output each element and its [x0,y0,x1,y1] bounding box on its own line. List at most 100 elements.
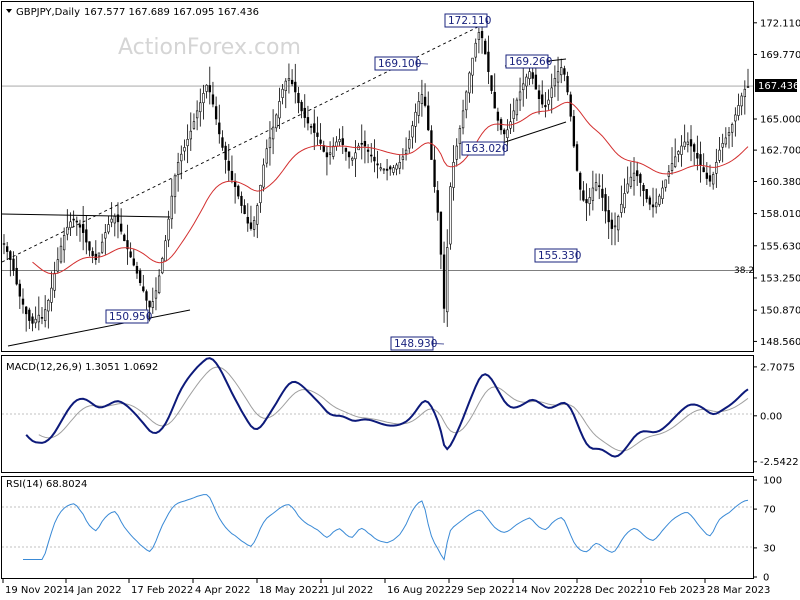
candle [468,71,471,103]
candle [648,195,652,211]
candle [509,103,512,135]
candle [183,139,186,161]
candle [322,140,325,153]
moving-average-line [32,101,749,275]
price-callout: 155.330 [534,248,581,263]
price-tick-label: 150.870 [760,306,800,317]
candle [746,68,750,88]
macd-tick-label: -2.5422 [760,457,799,468]
candle [613,212,617,246]
candle [496,107,500,132]
candle [290,69,294,87]
candle [436,181,439,221]
candle [604,187,607,224]
price-tick-label: 155.630 [760,241,800,252]
candle [461,99,465,135]
candle [40,306,44,325]
candle [50,271,53,312]
price-tick-label: 162.700 [760,146,800,157]
candle [414,103,417,143]
candle [708,164,712,187]
price-callout: 163.020 [461,141,508,156]
candle [351,156,354,166]
candle [135,261,139,279]
x-tick-label: 16 Aug 2022 [387,585,451,596]
macd-axis: 2.7075 0.00 -2.5422 [753,362,799,468]
candle [442,241,446,323]
svg-text:169.260: 169.260 [509,56,552,68]
candle [227,143,230,182]
candle [202,84,205,120]
trendlines [1,21,567,347]
macd-line [25,357,749,458]
candle [237,184,240,200]
candle [670,147,674,175]
price-tick-label: 148.560 [760,337,800,348]
candle [262,158,265,192]
candle [642,182,645,207]
candle [389,165,392,176]
candle [341,126,344,155]
price-tick-label: 172.110 [760,18,800,29]
rsi-tick-label: 0 [763,573,769,584]
candle [575,141,579,172]
svg-text:150.950: 150.950 [109,311,152,323]
candle [88,241,91,257]
candle [69,212,72,237]
candle [696,135,699,171]
candle [563,65,566,82]
candle [154,277,158,311]
candle [85,215,88,255]
candle [731,122,734,147]
candle [145,289,148,310]
candle [161,256,164,275]
price-tick-label: 165.000 [760,115,800,126]
candle [677,150,680,163]
macd-signal-line [38,366,749,452]
candle [417,92,420,124]
candle [265,139,268,168]
candle [370,143,373,163]
candle [354,140,357,177]
candle [347,151,351,169]
candle [230,155,234,184]
candle [332,137,335,160]
candle [382,167,386,174]
candle [309,123,313,135]
candle [522,65,525,107]
candle [686,132,690,153]
candle [471,57,474,94]
candle [455,138,458,167]
candle [271,109,275,155]
candle [37,296,40,331]
candle [81,205,85,251]
candle [556,56,560,101]
candle [626,166,629,194]
x-tick-label: 18 May 2022 [259,585,324,596]
price-callout: 148.930 [390,336,445,351]
x-tick-label: 10 Feb 2023 [643,585,705,596]
price-callout: 169.260 [505,54,552,69]
candle [550,73,553,114]
candle [506,119,509,152]
macd-panel-frame [1,355,754,473]
candle [487,35,490,85]
candles [2,23,750,332]
rsi-tick-label: 30 [763,543,776,554]
candle [28,307,31,330]
price-axis: 172.110 169.770 165.000 162.700 160.380 158.0… [753,18,800,348]
candle [12,251,15,276]
svg-text:163.020: 163.020 [465,143,508,155]
support-line [7,309,191,347]
rsi-tick-label: 70 [763,505,776,516]
candle [138,268,142,286]
candle [572,109,576,149]
candle [208,66,211,105]
candle [164,235,167,262]
candle [43,295,47,328]
candle [740,92,743,116]
candle [246,203,249,232]
candle [585,183,588,221]
rsi-line [23,494,749,561]
candle [211,81,215,108]
